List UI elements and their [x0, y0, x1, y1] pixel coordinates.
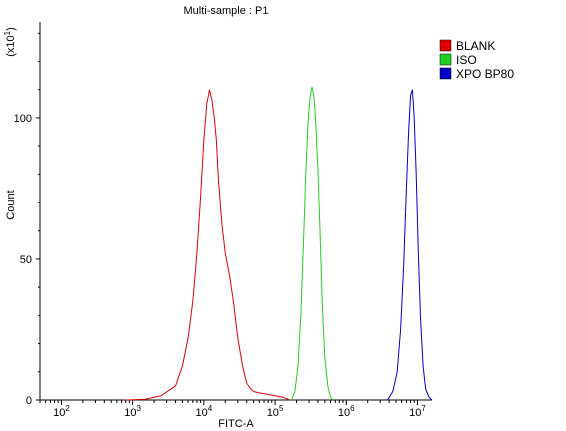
y-tick-group: 0 50 100 — [14, 32, 40, 407]
x-tick-base: 10 — [195, 407, 207, 419]
x-tick-base: 10 — [124, 407, 136, 419]
x-tick-base: 10 — [267, 407, 279, 419]
y-tick-label: 0 — [26, 395, 32, 407]
legend-label: BLANK — [456, 39, 495, 53]
x-tick-label: 104 — [195, 404, 212, 419]
series-line-blank — [125, 89, 290, 401]
legend-label: ISO — [456, 53, 477, 67]
legend-label: XPO BP80 — [456, 67, 514, 81]
chart-title: Multi-sample : P1 — [184, 5, 269, 17]
x-tick-exponent: 3 — [137, 404, 142, 413]
series-line-iso — [291, 86, 334, 401]
x-tick-group: 102 103 104 105 106 107 — [39, 400, 426, 419]
y-multiplier-exponent: 1 — [3, 30, 12, 35]
series-group — [125, 86, 433, 401]
x-tick-exponent: 6 — [350, 404, 355, 413]
legend-swatch — [439, 53, 452, 66]
x-tick-label: 103 — [124, 404, 141, 419]
x-axis-label: FITC-A — [218, 418, 254, 430]
legend-swatch — [439, 39, 452, 52]
x-tick-label: 105 — [267, 404, 284, 419]
x-tick-exponent: 7 — [421, 404, 426, 413]
x-tick-label: 107 — [409, 404, 426, 419]
x-tick-label: 102 — [53, 404, 70, 419]
x-tick-exponent: 5 — [279, 404, 284, 413]
y-multiplier-base: (x10 — [5, 35, 17, 56]
legend-swatch — [439, 67, 452, 80]
x-tick-label: 106 — [338, 404, 355, 419]
y-axis-multiplier: (x101) — [3, 27, 17, 57]
x-tick-exponent: 4 — [208, 404, 213, 413]
x-tick-base: 10 — [409, 407, 421, 419]
plot-area — [39, 22, 432, 401]
x-tick-base: 10 — [338, 407, 350, 419]
y-axis-label: Count — [5, 190, 17, 219]
y-multiplier-close: ) — [5, 27, 17, 31]
x-tick-exponent: 2 — [65, 404, 70, 413]
y-tick-label: 50 — [20, 254, 32, 266]
x-tick-base: 10 — [53, 407, 65, 419]
series-line-xpo-bp80 — [387, 89, 433, 401]
y-tick-label: 100 — [14, 113, 32, 125]
